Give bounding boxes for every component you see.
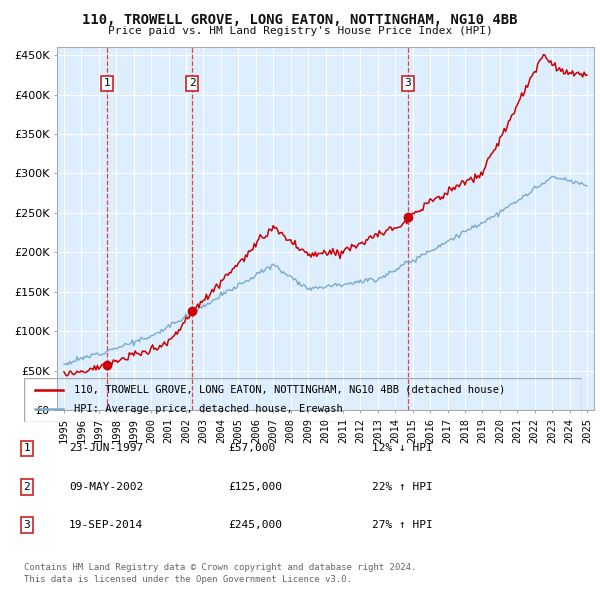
Text: 09-MAY-2002: 09-MAY-2002 [69, 482, 143, 491]
Text: £245,000: £245,000 [228, 520, 282, 530]
Text: 1: 1 [23, 444, 31, 453]
Text: 27% ↑ HPI: 27% ↑ HPI [372, 520, 433, 530]
Text: 19-SEP-2014: 19-SEP-2014 [69, 520, 143, 530]
Text: 2: 2 [23, 482, 31, 491]
Text: 12% ↓ HPI: 12% ↓ HPI [372, 444, 433, 453]
Text: 110, TROWELL GROVE, LONG EATON, NOTTINGHAM, NG10 4BB (detached house): 110, TROWELL GROVE, LONG EATON, NOTTINGH… [74, 385, 505, 395]
Text: £57,000: £57,000 [228, 444, 275, 453]
Text: 3: 3 [404, 78, 411, 88]
Text: This data is licensed under the Open Government Licence v3.0.: This data is licensed under the Open Gov… [24, 575, 352, 584]
Text: 110, TROWELL GROVE, LONG EATON, NOTTINGHAM, NG10 4BB: 110, TROWELL GROVE, LONG EATON, NOTTINGH… [82, 13, 518, 27]
Text: HPI: Average price, detached house, Erewash: HPI: Average price, detached house, Erew… [74, 405, 343, 414]
Text: 22% ↑ HPI: 22% ↑ HPI [372, 482, 433, 491]
Text: Price paid vs. HM Land Registry's House Price Index (HPI): Price paid vs. HM Land Registry's House … [107, 26, 493, 36]
Text: 2: 2 [189, 78, 196, 88]
Text: £125,000: £125,000 [228, 482, 282, 491]
Text: 3: 3 [23, 520, 31, 530]
Text: 23-JUN-1997: 23-JUN-1997 [69, 444, 143, 453]
Text: Contains HM Land Registry data © Crown copyright and database right 2024.: Contains HM Land Registry data © Crown c… [24, 563, 416, 572]
Text: 1: 1 [104, 78, 110, 88]
